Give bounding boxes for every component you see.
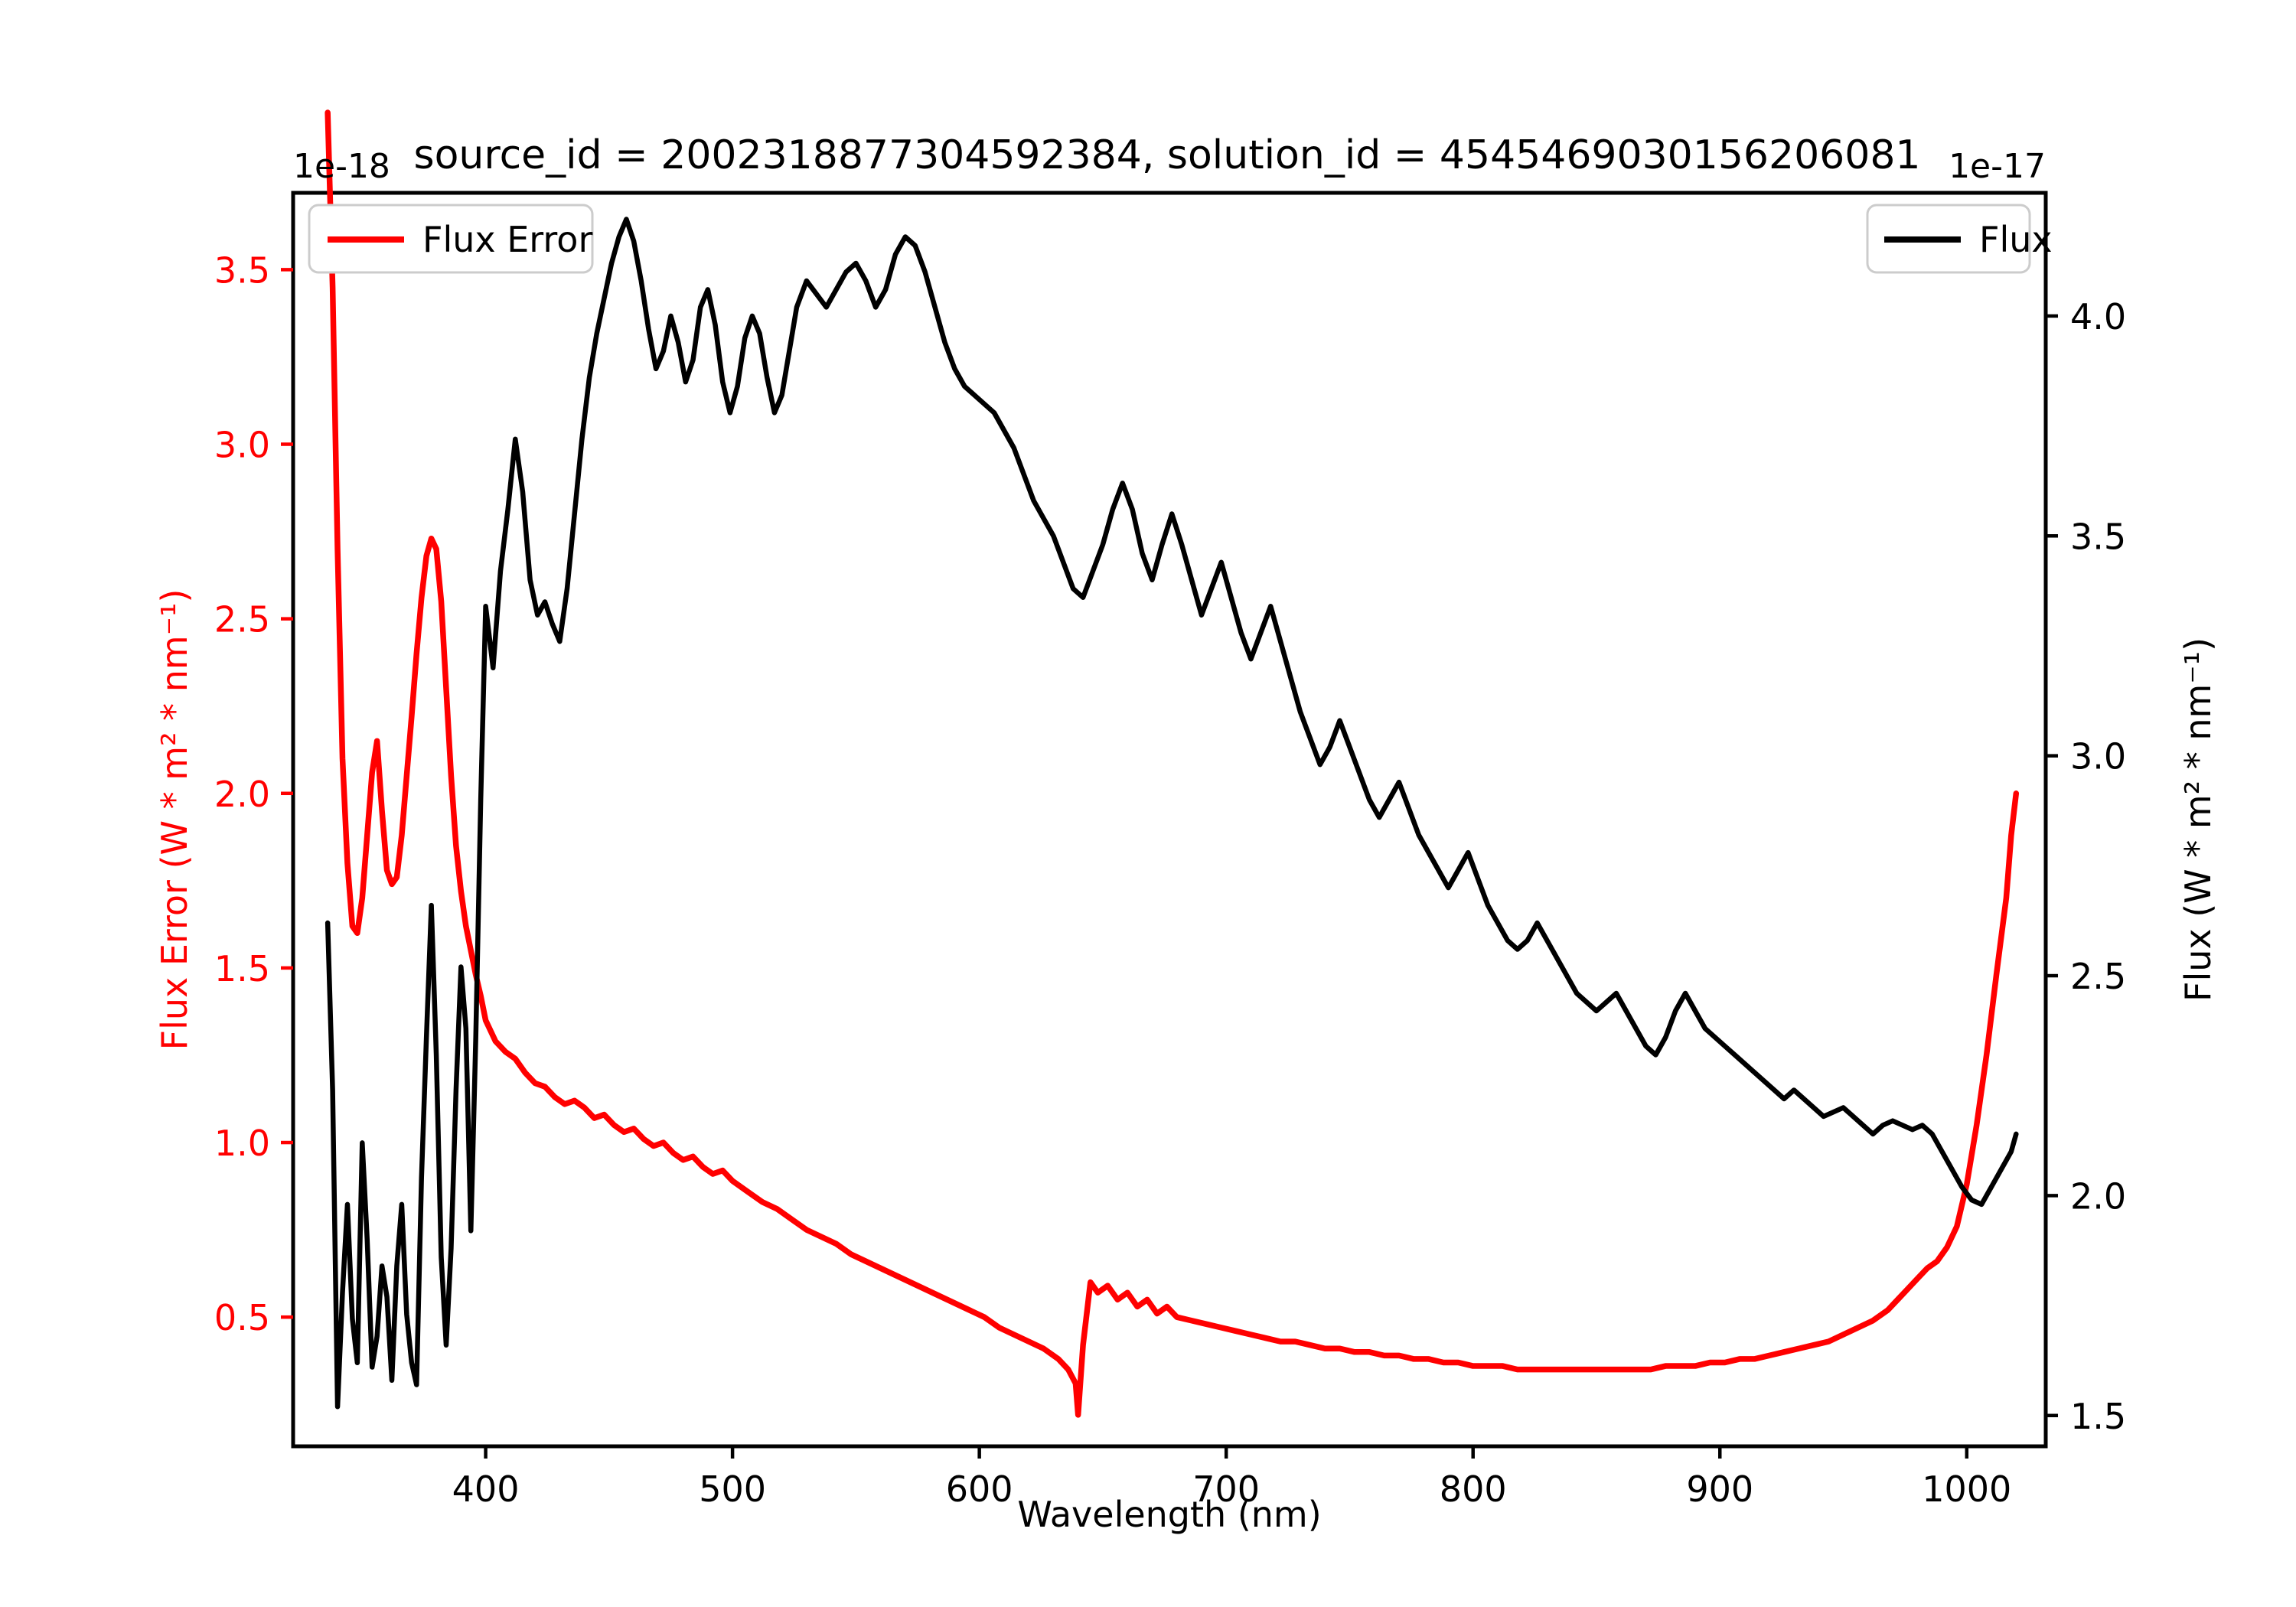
- x-tick-label: 400: [452, 1468, 520, 1510]
- y-axis-left-label: Flux Error (W * m² * nm⁻¹): [154, 589, 195, 1051]
- y-left-tick-label: 2.5: [214, 599, 270, 641]
- y-left-tick-label: 3.0: [214, 425, 270, 466]
- right-axis-offset-label: 1e-17: [1949, 147, 2046, 186]
- y-axis-left-ticks: 0.5 1.0 1.5 2.0 2.5 3.0 3.5: [214, 249, 293, 1338]
- x-tick-label: 900: [1686, 1468, 1753, 1510]
- y-right-tick-label: 2.0: [2070, 1175, 2126, 1217]
- legend-flux-error-box[interactable]: [308, 204, 594, 274]
- legend-flux-label: Flux: [1979, 219, 2053, 260]
- legend-flux-error[interactable]: Flux Error: [308, 204, 594, 274]
- left-axis-offset-label: 1e-18: [293, 147, 390, 186]
- y-right-tick-label: 3.5: [2070, 516, 2126, 557]
- y-axis-right-label: Flux (W * m² * nm⁻¹): [2177, 637, 2219, 1002]
- y-left-tick-label: 1.0: [214, 1123, 270, 1164]
- y-right-tick-label: 3.0: [2070, 736, 2126, 777]
- x-tick-label: 1000: [1922, 1468, 2011, 1510]
- plot-title: source_id = 2002318877304592384, solutio…: [413, 132, 1920, 178]
- x-tick-label: 600: [946, 1468, 1013, 1510]
- x-axis-ticks: 400 500 600 700 800 900 1000: [452, 1446, 2011, 1510]
- x-tick-label: 500: [699, 1468, 766, 1510]
- flux-error-series-line: [325, 109, 2020, 1418]
- legend-flux-error-label: Flux Error: [422, 219, 592, 260]
- x-tick-label: 700: [1192, 1468, 1260, 1510]
- flux-series-line: [325, 217, 2019, 1410]
- legend-flux[interactable]: Flux: [1866, 204, 2053, 274]
- y-left-tick-label: 2.0: [214, 774, 270, 815]
- y-left-tick-label: 3.5: [214, 249, 270, 291]
- plot-frame: [291, 191, 2048, 1449]
- y-right-tick-label: 4.0: [2070, 296, 2126, 337]
- y-right-tick-label: 1.5: [2070, 1396, 2126, 1437]
- x-axis-label: Wavelength (nm): [1017, 1494, 1321, 1535]
- y-axis-right-ticks: 1.5 2.0 2.5 3.0 3.5 4.0: [2046, 296, 2126, 1437]
- y-right-tick-label: 2.5: [2070, 956, 2126, 997]
- y-left-tick-label: 1.5: [214, 948, 270, 989]
- x-tick-label: 800: [1440, 1468, 1507, 1510]
- y-left-tick-label: 0.5: [214, 1297, 270, 1338]
